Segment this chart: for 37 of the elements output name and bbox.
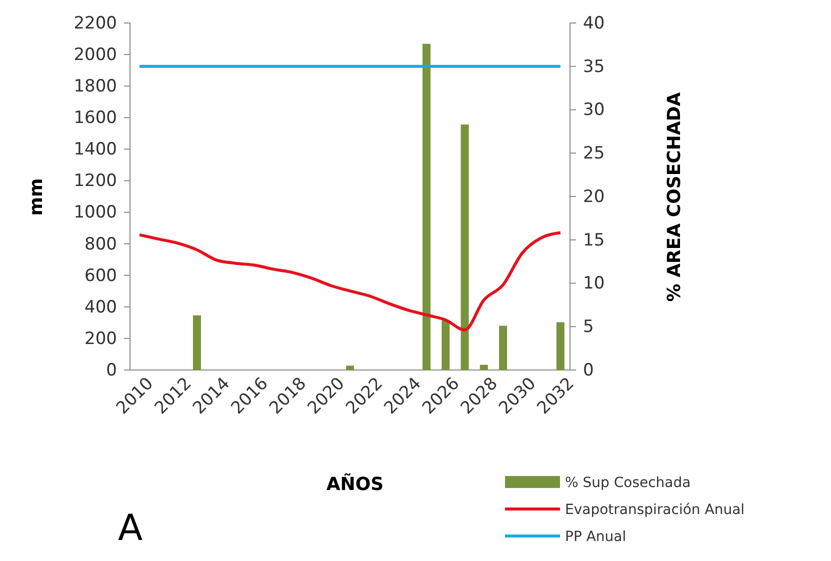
y2-tick-label: 35: [583, 56, 605, 77]
y-tick-label: 1200: [74, 171, 117, 192]
text: A: [118, 508, 143, 549]
bar: [346, 366, 354, 370]
y2-tick-label: 40: [583, 13, 605, 34]
y-tick-label: 400: [84, 297, 117, 318]
y-tick-label: 1800: [74, 76, 117, 97]
y2-axis-title: % AREA COSECHADA: [664, 92, 685, 302]
bar: [460, 124, 469, 370]
legend-label: % Sup Cosechada: [565, 474, 691, 491]
y-tick-label: 0: [106, 360, 117, 380]
bar: [556, 322, 564, 370]
y2-tick-label: 0: [583, 360, 594, 380]
y2-tick-label: 30: [583, 100, 605, 120]
bar: [422, 44, 431, 370]
y-tick-label: 200: [84, 328, 117, 349]
bar: [442, 320, 450, 370]
y-tick-label: 2200: [74, 13, 117, 34]
y2-tick-label: 25: [583, 144, 605, 164]
y2-tick-label: 5: [583, 317, 594, 338]
y-tick-label: 2000: [74, 44, 117, 65]
y-axis-title: mm: [26, 178, 47, 216]
y-tick-label: 600: [84, 266, 117, 286]
y-tick-label: 1000: [74, 202, 117, 223]
y2-tick-label: 20: [583, 186, 605, 207]
line-series: [138, 231, 562, 332]
legend-label: PP Anual: [565, 528, 626, 545]
y-tick-label: 800: [84, 234, 117, 254]
legend-label: Evapotranspiración Anual: [565, 502, 745, 518]
bar: [192, 315, 201, 370]
y2-tick-label: 10: [583, 274, 605, 294]
y-tick-label: 1400: [74, 140, 117, 160]
y-tick-label: 1600: [74, 108, 117, 128]
y2-tick-label: 15: [583, 230, 605, 250]
bar: [499, 326, 508, 370]
bar: [480, 364, 488, 370]
x-axis-title: AÑOS: [326, 473, 384, 495]
